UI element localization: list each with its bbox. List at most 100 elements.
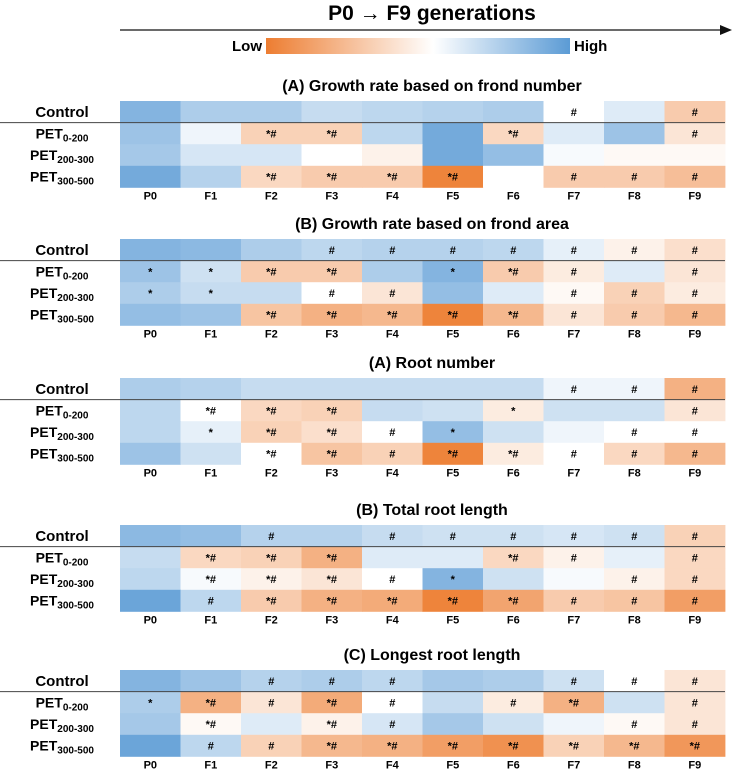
significance-mark: # (692, 266, 698, 278)
significance-mark: # (389, 697, 395, 709)
heatmap-cell (422, 399, 484, 422)
significance-mark: # (389, 676, 395, 688)
significance-mark: *# (266, 596, 276, 608)
heatmap-cell (180, 713, 242, 736)
heatmap-cell (120, 282, 181, 305)
heatmap-cell (604, 421, 665, 444)
significance-mark: *# (206, 719, 216, 731)
heatmap-cell (483, 670, 544, 692)
column-label: F8 (628, 759, 641, 771)
significance-mark: # (450, 245, 456, 257)
heatmap-cell (180, 122, 242, 145)
significance-mark: # (692, 172, 698, 184)
heatmap-cell (422, 282, 484, 305)
significance-mark: # (631, 288, 637, 300)
significance-mark: # (510, 531, 516, 543)
row-label: PET300-500 (30, 446, 94, 465)
significance-mark: *# (448, 310, 458, 322)
heatmap-cell (422, 378, 484, 400)
heatmap-cell (422, 122, 484, 145)
heatmap-cell (604, 734, 665, 757)
column-label: F5 (446, 328, 459, 340)
column-label: F2 (265, 190, 278, 202)
heatmap-cell (120, 691, 181, 714)
column-label: F4 (386, 614, 400, 626)
heatmap-cell (362, 713, 423, 736)
column-label: F6 (507, 328, 520, 340)
heatmap-cell (180, 691, 242, 714)
heatmap-cell (120, 713, 181, 736)
heatmap-cell (604, 165, 665, 188)
heatmap-cell (241, 525, 302, 547)
row-label: PET200-300 (30, 424, 94, 443)
heatmap-cell (120, 525, 181, 547)
heatmap-cell (362, 239, 423, 261)
row-label-subscript: 200-300 (57, 293, 94, 304)
panel-title: (A) Growth rate based on frond number (282, 78, 582, 95)
row-label-subscript: 300-500 (57, 746, 94, 757)
significance-mark: *# (387, 310, 397, 322)
significance-mark: *# (206, 405, 216, 417)
heatmap-cell (241, 165, 302, 188)
heatmap-cell (483, 399, 544, 422)
heatmap-cell (120, 122, 181, 145)
column-label: F5 (446, 467, 459, 479)
significance-mark: # (692, 384, 698, 396)
heatmap-panel: (A) Growth rate based on frond number # # C… (0, 78, 726, 202)
significance-mark: # (692, 719, 698, 731)
heatmap-cell (180, 144, 242, 167)
heatmap-cell (604, 691, 665, 714)
heatmap-panel: (B) Growth rate based on frond area# # # # #… (0, 216, 726, 340)
heatmap-cell (180, 589, 242, 612)
significance-mark: *# (387, 741, 397, 753)
heatmap-cell (664, 442, 726, 465)
significance-mark: # (571, 107, 577, 119)
heatmap-cell (422, 165, 484, 188)
significance-mark: *# (327, 427, 337, 439)
heatmap-cell (664, 568, 726, 591)
significance-mark: # (692, 405, 698, 417)
generation-arrow-head (720, 25, 732, 35)
significance-mark: # (389, 288, 395, 300)
heatmap-cell (543, 282, 605, 305)
row-label: Control (35, 242, 88, 259)
significance-mark: # (571, 552, 577, 564)
heatmap-cell (180, 239, 242, 261)
significance-mark: *# (266, 574, 276, 586)
significance-mark: *# (266, 128, 276, 140)
row-label: PET0-200 (36, 402, 89, 421)
heatmap-cell (180, 378, 242, 400)
heatmap-cell (301, 713, 363, 736)
heatmap-cell (483, 165, 544, 188)
row-label-subscript: 0-200 (63, 133, 89, 144)
heatmap-cell (362, 589, 423, 612)
heatmap-cell (362, 260, 423, 283)
heatmap-cell (180, 165, 242, 188)
heatmap-cell (362, 165, 423, 188)
significance-mark: *# (266, 172, 276, 184)
row-label-subscript: 0-200 (63, 410, 89, 421)
significance-mark: # (692, 596, 698, 608)
row-label: PET300-500 (30, 169, 94, 188)
significance-mark: * (451, 266, 456, 278)
significance-mark: # (268, 676, 274, 688)
heatmap-cell (301, 122, 363, 145)
significance-mark: # (692, 245, 698, 257)
column-label: F7 (567, 467, 580, 479)
heatmap-cell (543, 734, 605, 757)
significance-mark: # (631, 574, 637, 586)
significance-mark: *# (448, 449, 458, 461)
column-label: F4 (386, 190, 400, 202)
heatmap-cell (241, 282, 302, 305)
column-label: F7 (567, 190, 580, 202)
significance-mark: *# (629, 741, 639, 753)
heatmap-cell (301, 546, 363, 569)
heatmap-cell (301, 589, 363, 612)
significance-mark: *# (266, 449, 276, 461)
significance-mark: # (631, 449, 637, 461)
heatmap-cell (241, 378, 302, 400)
heatmap-panel: (C) Longest root length # # # # # # Control * *# #… (0, 647, 726, 771)
heatmap-cell (604, 303, 665, 326)
significance-mark: *# (327, 128, 337, 140)
heatmap-cell (483, 589, 544, 612)
